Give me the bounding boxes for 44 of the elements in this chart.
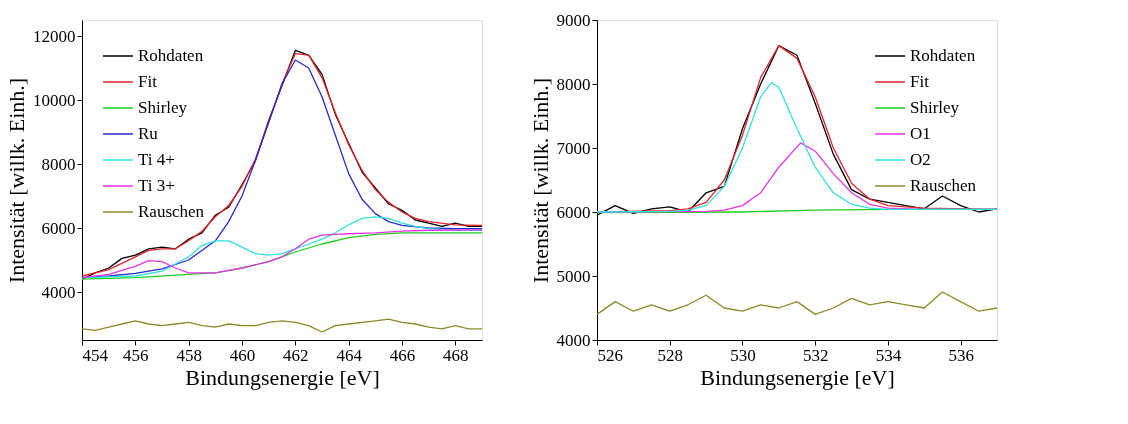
y-tick-label: 10000: [33, 90, 76, 110]
legend-label: Rauschen: [138, 202, 205, 221]
legend-label: Fit: [910, 72, 930, 91]
x-tick-label: 462: [283, 345, 309, 365]
x-tick-label: 454: [82, 345, 109, 365]
y-tick-label: 9000: [556, 10, 591, 30]
legend-label: Rohdaten: [138, 46, 204, 65]
x-tick-label: 460: [229, 345, 256, 365]
y-axis-title: Intensität [willk. Einh.]: [527, 77, 553, 284]
x-tick-label: 530: [730, 345, 756, 365]
legend-label: Ru: [138, 124, 159, 143]
y-tick-label: 6000: [556, 202, 591, 222]
y-tick-label: 4000: [41, 282, 76, 302]
legend-label: O1: [910, 124, 931, 143]
legend-label: O2: [910, 150, 931, 169]
y-tick-label: 8000: [41, 154, 76, 174]
line-series: [597, 291, 997, 316]
x-tick-label: 526: [597, 345, 623, 365]
y-tick-label: 12000: [33, 26, 76, 46]
y-axis-title: Intensität [willk. Einh.]: [4, 77, 29, 284]
legend-label: Rauschen: [910, 176, 977, 195]
legend-label: Shirley: [910, 98, 960, 117]
x-tick-label: 464: [336, 345, 363, 365]
x-tick-label: 468: [443, 345, 469, 365]
y-tick-label: 5000: [556, 266, 591, 286]
x-axis-title: Bindungsenergie [eV]: [185, 364, 380, 390]
legend-label: Fit: [138, 72, 158, 91]
x-axis-title: Bindungsenergie [eV]: [700, 364, 895, 390]
x-tick-label: 458: [176, 345, 202, 365]
y-tick-label: 6000: [41, 218, 76, 238]
y-tick-label: 8000: [556, 74, 591, 94]
legend-label: Shirley: [138, 98, 188, 117]
x-tick-label: 466: [389, 345, 416, 365]
x-tick-label: 534: [875, 345, 902, 365]
legend-label: Rohdaten: [910, 46, 976, 65]
line-series: [82, 318, 482, 333]
x-tick-label: 532: [802, 345, 829, 365]
legend-label: Ti 3+: [138, 176, 175, 195]
y-tick-label: 4000: [556, 330, 591, 350]
x-tick-label: 456: [123, 345, 149, 365]
x-tick-label: 528: [657, 345, 683, 365]
y-tick-label: 7000: [556, 138, 591, 158]
x-tick-label: 536: [948, 345, 974, 365]
legend-label: Ti 4+: [138, 150, 175, 169]
